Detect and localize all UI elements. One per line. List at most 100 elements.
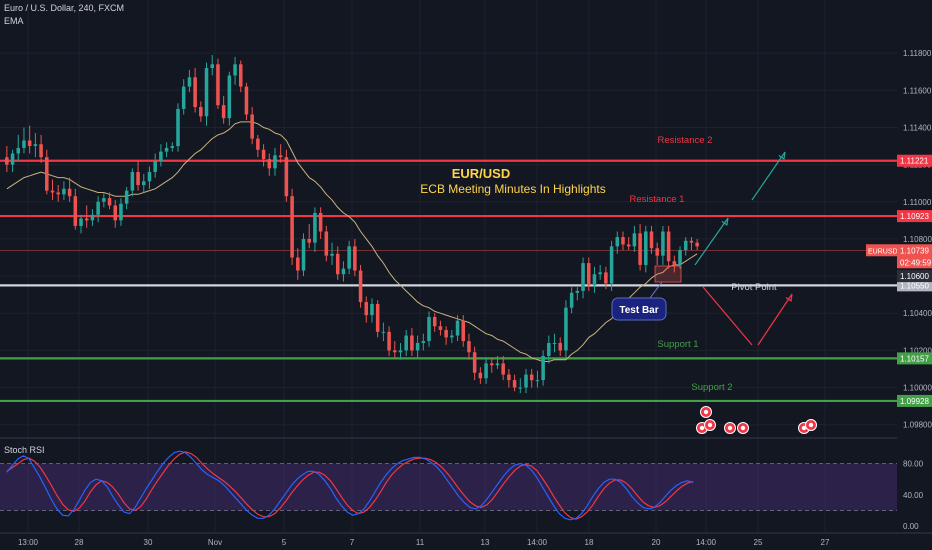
indicator-label: EMA [4,16,24,26]
candle-body [564,307,568,351]
candle-body [256,138,260,150]
bull-arrow-head [778,151,786,160]
bull-arrow [694,217,729,266]
test-bar-callout [611,297,667,321]
level-price-tag: 1.09928 [900,397,929,406]
candle-body [655,248,659,256]
level-price-tag: 1.10157 [900,354,929,363]
candle-body [221,105,226,119]
candle-body [661,231,665,256]
candle-body [153,160,157,173]
candle-body [370,303,374,316]
price-tick-label: 1.11400 [903,123,932,132]
candle-body [261,149,266,160]
secondary-tag-bg [897,270,932,283]
candle-body [67,188,72,197]
economic-event-icon-dot [727,425,733,431]
time-tick-label: 27 [821,538,830,547]
candle-body [296,257,300,271]
candle-body [107,198,112,206]
candle-body [444,329,448,338]
rsi-band [0,463,897,511]
time-tick-label: 25 [754,538,763,547]
candle-body [427,316,431,342]
candle-body [187,77,192,87]
price-tick-label: 1.11000 [903,198,932,207]
level-price-tag-bg [897,279,932,292]
rsi-tick-label: 0.00 [903,522,919,531]
bear-arrow [702,286,753,346]
candle-body [467,341,471,353]
candle-body [301,238,306,271]
candle-body [22,140,26,148]
reversal-arrow [757,293,793,346]
annotations: Test Bar [611,151,793,346]
event-icons[interactable] [696,406,817,434]
test-bar-label: Test Bar [619,305,658,316]
candle-body [604,272,608,284]
candle-body [678,250,682,265]
ema-line [6,121,698,362]
price-tick-label: 1.10000 [903,384,932,393]
candle-body [598,272,602,275]
candle-body [632,233,637,247]
candle-body [501,363,505,375]
time-tick-label: 13:00 [18,538,39,547]
candle-body [284,157,289,197]
candle-body [615,237,620,247]
candle-body [39,144,43,158]
candle-body [45,157,49,191]
candle-body [233,64,237,76]
candle-body [267,159,272,169]
candle-body [324,231,329,256]
test-bar-pointer [649,281,663,299]
level-price-tag: 1.10550 [900,281,929,290]
candle-body [432,316,437,327]
candle-body [124,190,129,204]
candlestick-series [5,55,699,394]
candle-body [147,172,152,182]
candle-body [113,205,118,221]
candle-body [524,374,528,388]
economic-event-icon-dot [740,425,746,431]
time-axis[interactable]: 13:00 28 30 Nov 5 7 11 13 14:00 18 20 14:00 25 27 [0,532,932,547]
economic-event-icon-dot [808,422,814,428]
test-bar-box [654,265,682,283]
candle-body [10,153,15,165]
countdown: 02:49:59 [900,258,932,267]
candle-body [592,274,597,286]
symbol-title: Euro / U.S. Dollar, 240, FXCM [4,3,125,13]
candle-body [347,246,351,269]
stoch-rsi-pane: 0.00 40.00 80.00 [0,450,924,531]
candle-body [73,196,78,226]
candle-body [159,151,163,161]
candle-body [33,144,38,147]
level-price-tag-bg [897,210,932,223]
candle-body [79,218,83,226]
candle-body [210,64,214,69]
price-tick-label: 1.10800 [903,235,932,244]
candle-body [238,64,243,87]
candle-body [5,157,9,165]
level-label: Resistance 2 [658,135,713,146]
candle-body [529,374,534,381]
time-tick-label: 11 [416,538,425,547]
price-axis[interactable]: 1.09800 1.10000 1.10200 1.10400 1.10600 1.108… [866,49,932,430]
level-label: Support 1 [657,339,698,350]
candle-body [136,172,140,186]
price-tick-label: 1.09800 [903,421,932,430]
candle-body [216,64,220,106]
candle-body [649,231,654,249]
bull-arrow-head [721,217,729,226]
chart-title: EUR/USD [452,166,511,181]
candle-body [410,335,414,351]
candle-body [535,380,540,382]
candle-body [176,108,180,147]
level-price-tag-bg [897,352,932,365]
candle-body [415,342,420,351]
candle-body [62,188,66,195]
candle-body [421,341,426,343]
rsi-tick-label: 40.00 [903,491,924,500]
candle-body [164,147,169,152]
